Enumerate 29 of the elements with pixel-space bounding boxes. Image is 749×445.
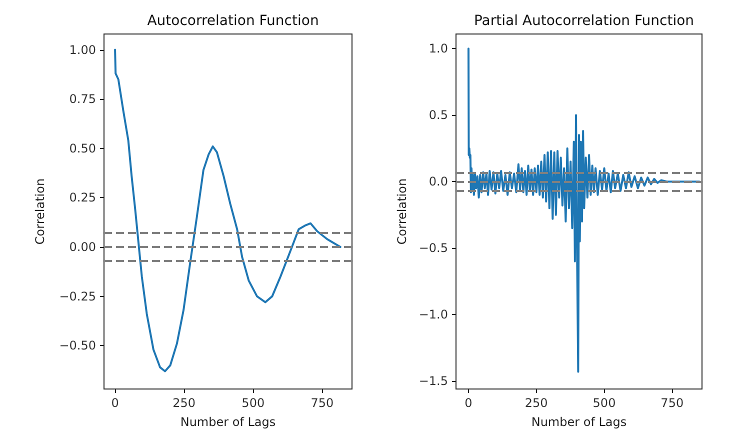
y-tick-label: 0.50 [69, 141, 96, 156]
x-tick-label: 750 [310, 396, 334, 410]
x-tick-label: 750 [660, 396, 684, 410]
x-tick-label: 500 [592, 396, 616, 410]
x-tick-label: 0 [111, 396, 119, 410]
y-tick-label: 1.0 [428, 42, 448, 56]
line-series [467, 48, 700, 373]
y-axis-title: Correlation [33, 178, 47, 245]
y-tick-label: 0.25 [69, 190, 96, 205]
y-tick-label: 0.75 [69, 92, 96, 106]
chart-title: Autocorrelation Function [147, 13, 319, 29]
x-axis-title: Number of Lags [531, 415, 627, 429]
y-tick-label: −0.25 [59, 289, 96, 304]
y-tick-label: 0.00 [69, 240, 96, 254]
y-tick-label: −0.5 [418, 241, 448, 256]
x-tick-label: 500 [242, 396, 265, 410]
y-tick-label: −1.0 [418, 308, 448, 322]
y-tick-label: 1.00 [69, 42, 96, 57]
line-series [114, 48, 342, 372]
y-tick-label: −0.50 [59, 338, 96, 353]
x-tick-label: 250 [172, 396, 196, 410]
x-tick-label: 0 [464, 396, 472, 410]
x-axis-title: Number of Lags [180, 415, 276, 429]
x-tick-label: 250 [524, 396, 548, 410]
y-tick-label: 0.0 [428, 174, 448, 189]
y-tick-label: −1.5 [418, 374, 448, 388]
y-axis-title: Correlation [394, 178, 409, 245]
chart-title: Partial Autocorrelation Function [474, 13, 694, 29]
y-tick-label: 0.5 [428, 108, 448, 122]
